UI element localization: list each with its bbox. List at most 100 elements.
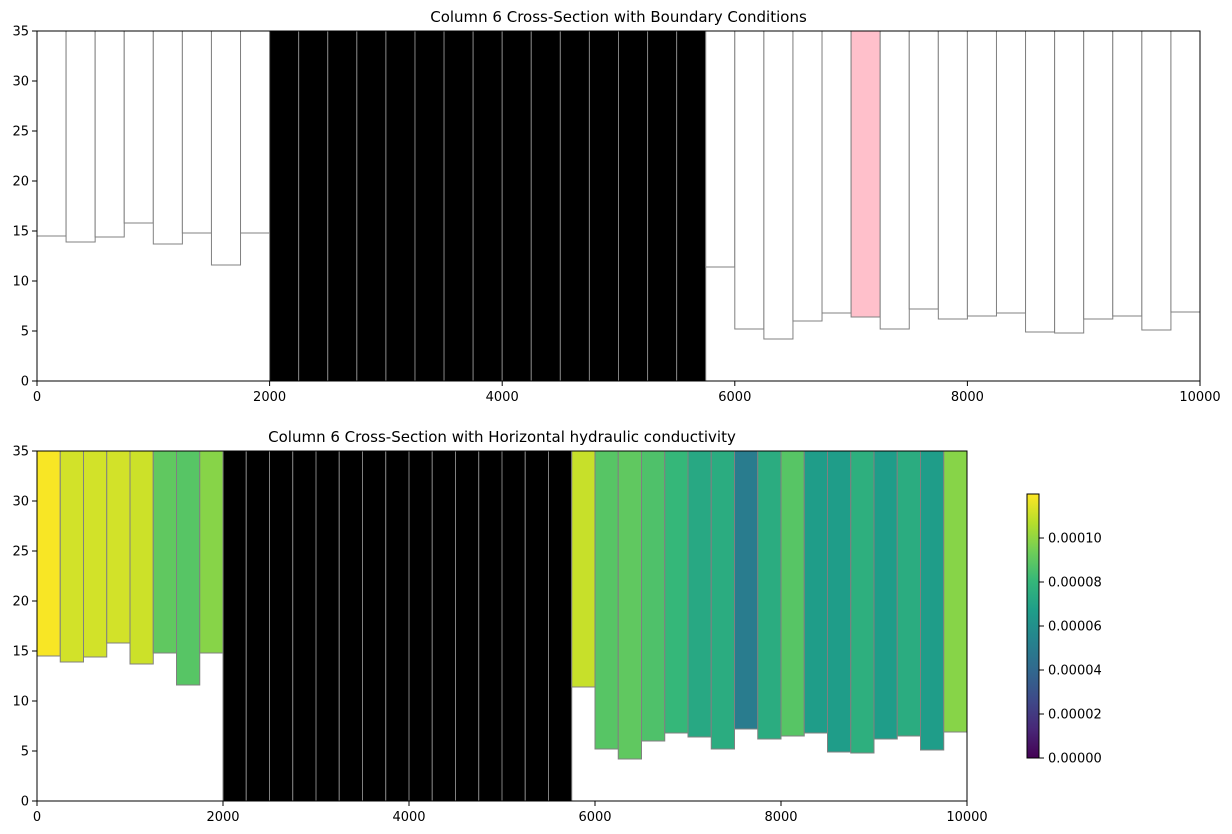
grid-cell [152,30,183,245]
x-tick-label: 8000 [764,810,797,825]
x-tick-label: 6000 [578,810,611,825]
grid-cell [710,450,735,750]
grid-cell [356,30,387,382]
grid-cell [734,450,759,730]
x-tick-label: 0 [33,810,41,825]
colorbar-ticks: 0.00000 0.00002 0.00004 0.00006 0.00008 0.000… [1039,532,1102,767]
grid-cell [36,450,61,657]
y-tick-label: 10 [12,275,29,290]
grid-cell [995,30,1027,314]
grid-cell [472,30,503,382]
grid-cell [210,30,242,266]
colorbar-tick-label: 0.00004 [1048,664,1102,679]
boundary-conditions-panel: Column 6 Cross-Section with Boundary Con… [12,8,1220,405]
chart-title: Column 6 Cross-Section with Boundary Con… [430,8,807,26]
grid-cell [298,30,329,382]
y-tick-label: 15 [12,225,29,240]
x-tick-label: 2000 [206,810,239,825]
grid-cell [292,450,317,802]
grid-cell [1141,30,1172,331]
grid-cell [414,30,445,382]
grid-cell [827,450,852,753]
grid-cell [757,450,782,740]
y-tick-label: 35 [12,25,29,40]
grid-cell [123,30,154,224]
grid-cell [245,450,270,802]
grid-cell [588,30,619,382]
grid-cell [821,30,852,314]
grid-cell [501,30,532,382]
grid-cell [269,30,300,382]
grid-cell [705,30,736,268]
grid-cell [803,450,828,734]
y-tick-label: 25 [12,125,29,140]
grid-cell [873,450,898,740]
grid-cell [943,450,968,733]
grid-cell [1170,30,1201,313]
cells-conductivity [36,450,968,802]
grid-cell [222,450,247,802]
plot-frame [36,450,968,802]
grid-cell [362,450,387,802]
grid-cell [385,30,416,382]
grid-cell [408,450,433,802]
grid-cell [443,30,474,382]
cells-boundary [36,30,1201,382]
grid-cell [530,30,561,382]
colorbar-tick-label: 0.00006 [1048,620,1102,635]
colorbar: 0.00000 0.00002 0.00004 0.00006 0.00008 0.000… [1026,493,1102,767]
grid-cell [83,450,108,658]
chart-title: Column 6 Cross-Section with Horizontal h… [268,428,736,446]
grid-cell [617,450,642,760]
x-tick-label: 4000 [392,810,425,825]
grid-cell [181,30,212,234]
grid-cell [240,30,271,234]
grid-cell [478,450,503,802]
grid-cell [896,450,921,737]
y-tick-label: 20 [12,175,29,190]
grid-cell [647,30,678,382]
grid-cell [676,30,707,382]
x-tick-label: 4000 [486,390,519,405]
x-tick-label: 10000 [1179,390,1220,405]
grid-cell [431,450,456,802]
grid-cell [920,450,945,751]
y-tick-label: 10 [12,695,29,710]
grid-cell [269,450,294,802]
y-tick-label: 5 [21,745,29,760]
plot-frame [36,30,1201,382]
y-tick-label: 35 [12,445,29,460]
grid-cell [455,450,480,802]
x-tick-label: 10000 [946,810,987,825]
grid-cell [966,30,997,317]
x-tick-label: 0 [33,390,41,405]
grid-cell [338,450,363,802]
grid-cell [780,450,805,737]
grid-cell [763,30,794,340]
colorbar-tick-label: 0.00008 [1048,576,1102,591]
x-tick-label: 2000 [253,390,286,405]
grid-cell [559,30,590,382]
grid-cell [106,450,131,644]
grid-cell [687,450,712,738]
grid-cell [65,30,96,243]
x-tick-label: 8000 [951,390,984,405]
y-tick-label: 0 [21,375,29,390]
grid-cell [548,450,573,802]
colorbar-tick-label: 0.00010 [1048,532,1102,547]
grid-cell [59,450,84,663]
y-tick-label: 15 [12,645,29,660]
axes-boundary: 0 2000 4000 6000 8000 10000 0 5 10 15 20 25 30 35 [12,25,1220,406]
grid-cell [327,30,358,382]
grid-cell [879,30,910,330]
y-tick-label: 20 [12,595,29,610]
grid-cell [850,30,881,318]
grid-cell [524,450,549,802]
axes-conductivity: 0 2000 4000 6000 8000 10000 0 5 10 15 20 25 30 35 [12,445,987,826]
grid-cell [1112,30,1143,317]
hydraulic-conductivity-panel: Column 6 Cross-Section with Horizontal h… [12,428,987,825]
grid-cell [36,30,67,237]
grid-cell [594,450,619,750]
grid-cell [1025,30,1056,333]
